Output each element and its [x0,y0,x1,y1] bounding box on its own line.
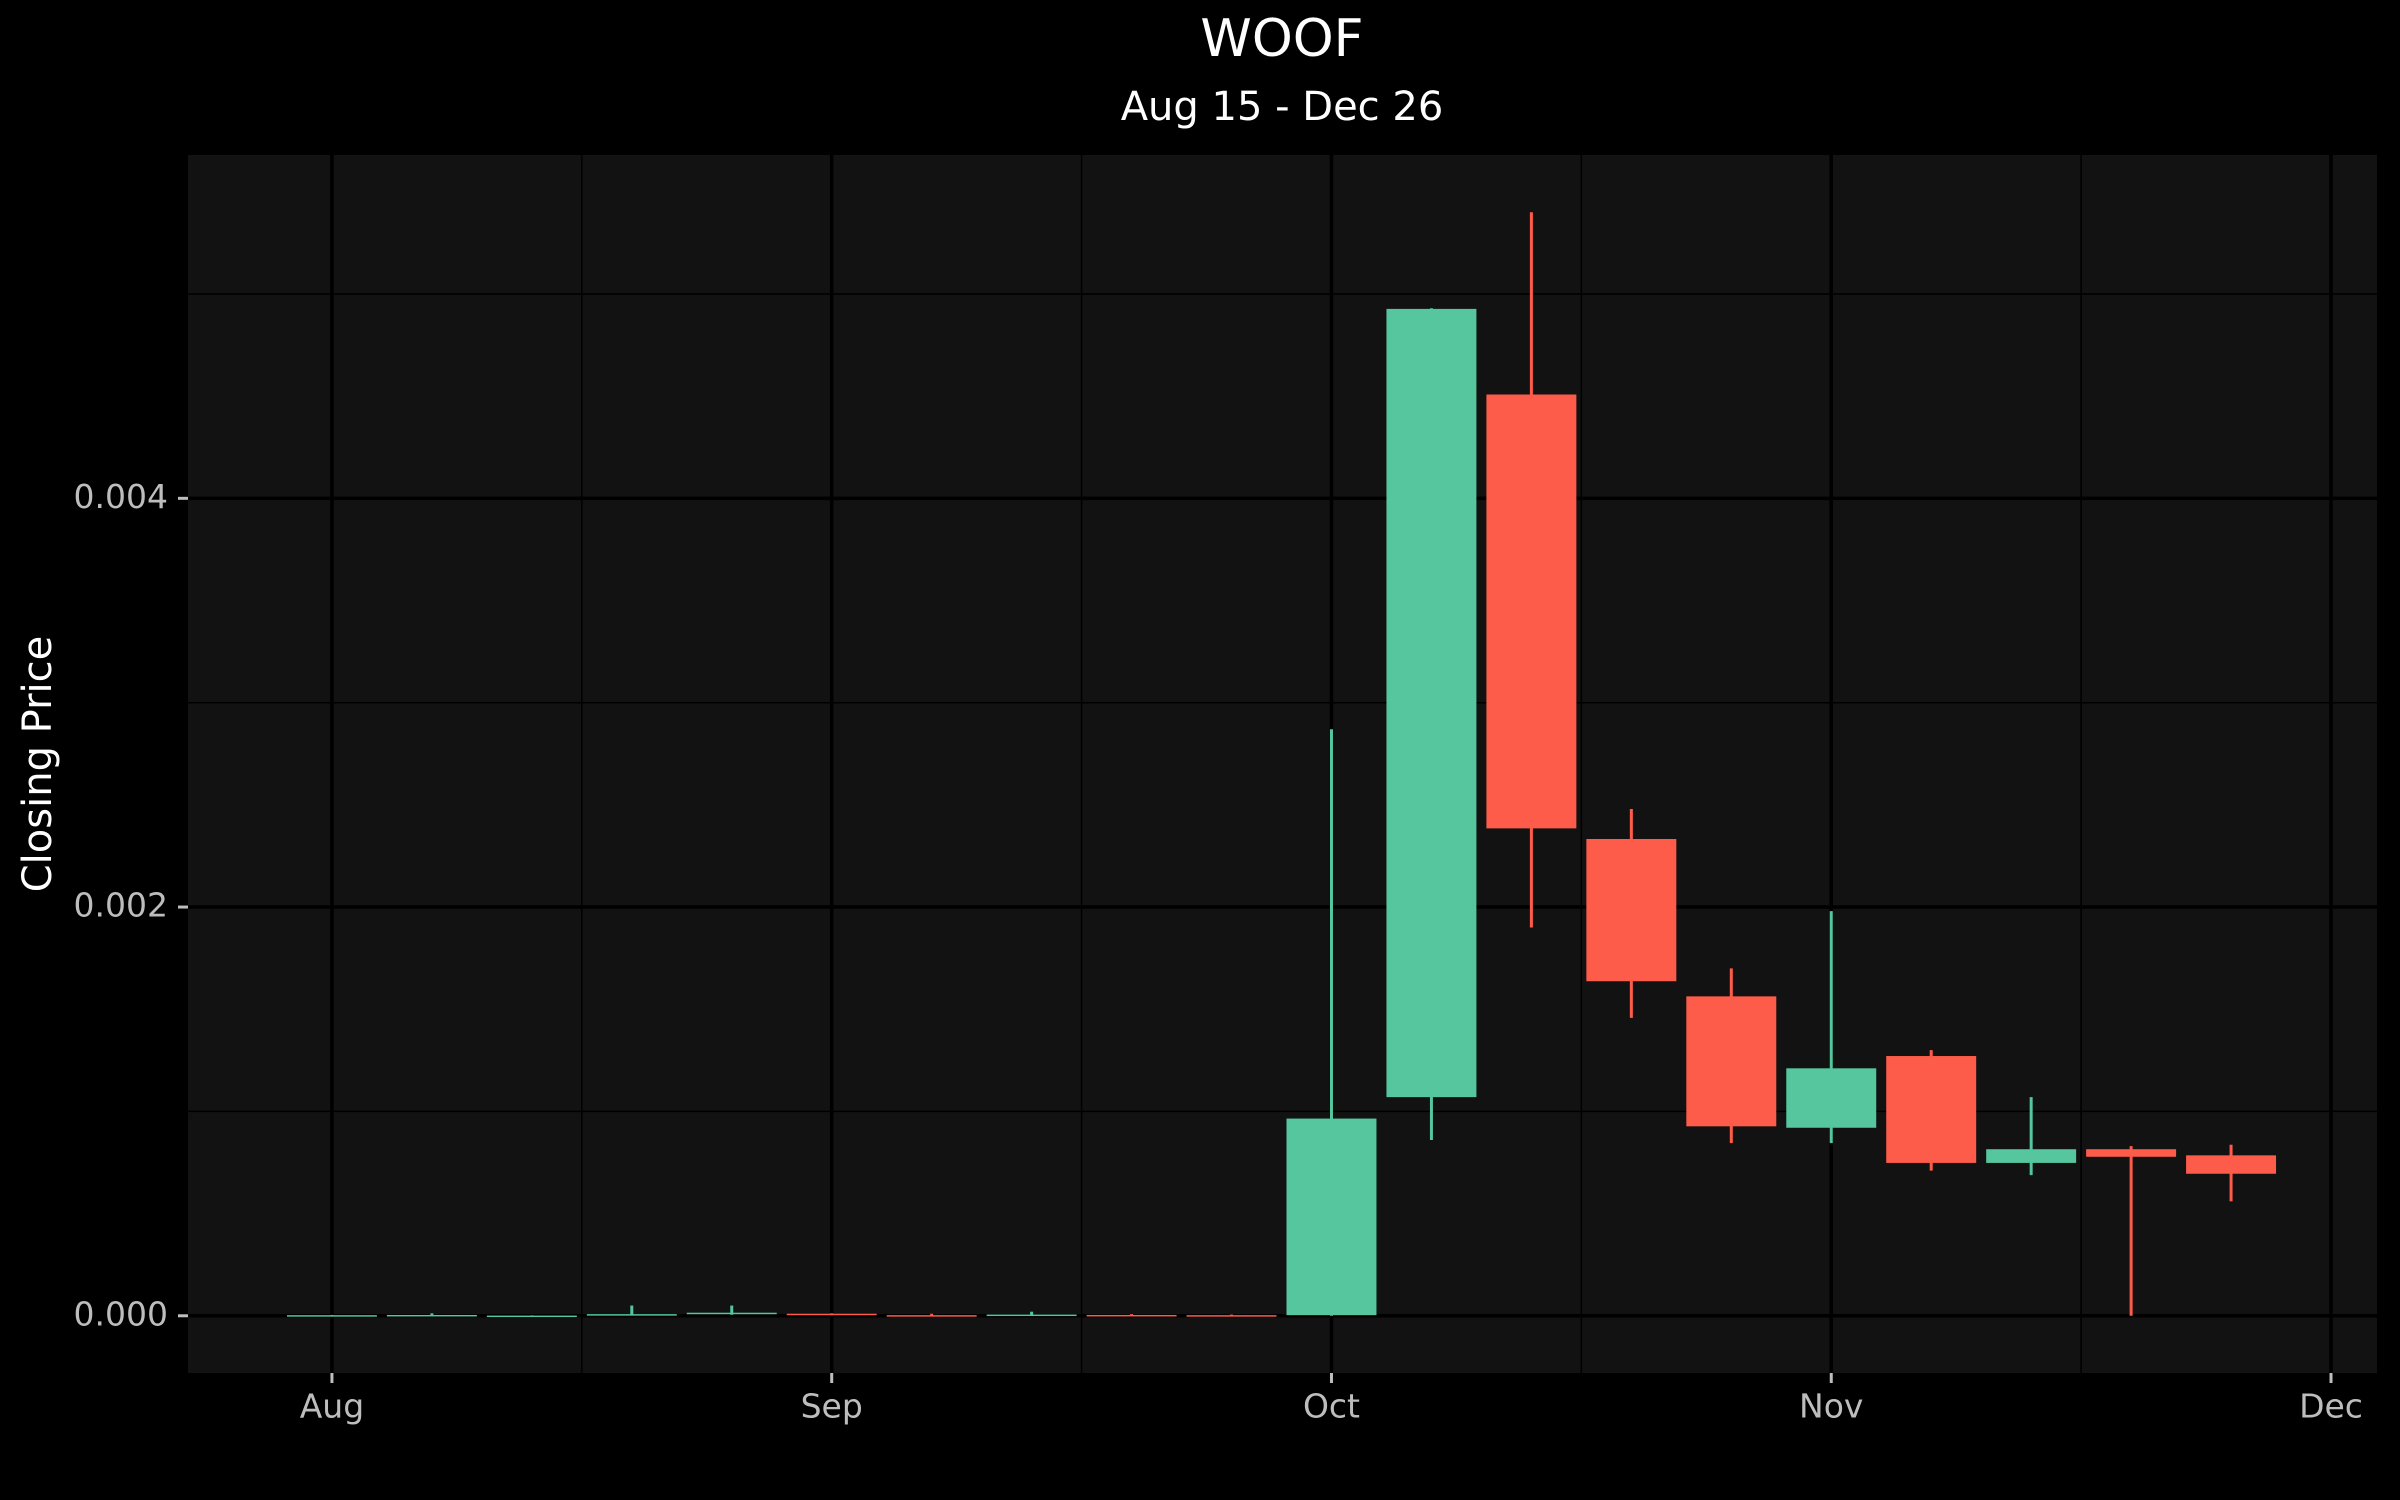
candle-body [1386,308,1477,1098]
y-tick-label: 0.004 [74,477,168,516]
x-tick-label: Sep [801,1387,863,1426]
candle-body [2186,1155,2277,1174]
x-tick-label: Nov [1799,1387,1863,1426]
chart-subtitle: Aug 15 - Dec 26 [1121,84,1444,130]
candle-body [1786,1068,1877,1128]
y-tick-label: 0.000 [74,1294,168,1333]
chart-title: WOOF [1200,9,1363,69]
x-tick-label: Aug [300,1387,364,1426]
candle-body [1086,1314,1177,1317]
x-tick-label: Oct [1303,1387,1360,1426]
candle-body [1486,394,1577,829]
candle-body [1586,839,1677,982]
candle-body [686,1312,777,1315]
candle-body [1686,996,1777,1127]
candle-body [886,1315,977,1317]
y-tick-label: 0.002 [74,886,168,925]
candle-body [1886,1056,1977,1163]
x-tick-label: Dec [2299,1387,2363,1426]
candle-body [1286,1118,1377,1316]
candle-body [2086,1149,2177,1157]
y-axis-label: Closing Price [15,636,61,893]
candle-body [586,1314,677,1316]
candle-body [386,1314,477,1317]
candle-body [986,1314,1077,1317]
candle-body [786,1313,877,1316]
candle-body [1186,1315,1277,1317]
candle-body [486,1315,577,1318]
plot-panel [188,155,2377,1373]
candle-body [1986,1149,2077,1163]
candle-body [286,1315,377,1317]
